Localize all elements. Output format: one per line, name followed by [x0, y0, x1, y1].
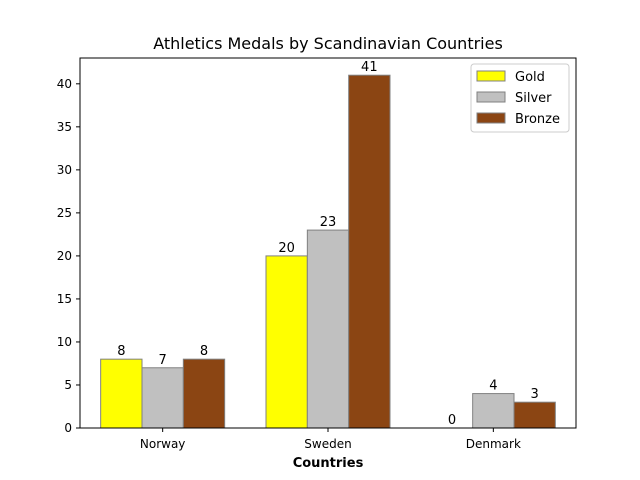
bar-gold-sweden	[265, 255, 308, 429]
data-label-gold-denmark: 0	[448, 413, 456, 428]
legend-label-bronze: Bronze	[515, 112, 560, 127]
y-tick-label: 25	[57, 206, 72, 220]
data-label-silver-denmark: 4	[489, 379, 497, 394]
y-tick-label: 35	[57, 120, 72, 134]
y-tick-label: 20	[57, 249, 72, 263]
x-tick-label: Denmark	[466, 437, 521, 451]
bar-silver-denmark	[472, 393, 515, 429]
bar-bronze-denmark	[513, 401, 556, 429]
chart-title: Athletics Medals by Scandinavian Countri…	[153, 34, 503, 53]
bars-group	[100, 74, 556, 429]
legend-swatch-silver	[476, 91, 506, 103]
legend-label-silver: Silver	[515, 91, 552, 106]
legend-label-gold: Gold	[515, 70, 545, 85]
data-label-silver-norway: 7	[159, 353, 167, 368]
data-label-gold-norway: 8	[117, 344, 125, 359]
x-tick-label: Sweden	[304, 437, 351, 451]
y-tick-label: 5	[64, 378, 72, 392]
data-label-silver-sweden: 23	[320, 215, 337, 230]
plot-frame	[79, 57, 577, 429]
data-label-bronze-denmark: 3	[531, 387, 539, 402]
data-label-gold-sweden: 20	[278, 241, 295, 256]
bar-bronze-norway	[182, 358, 226, 429]
data-labels-group: 8 20 0 7 23 4 8 41 3	[117, 60, 539, 428]
y-tick-label: 30	[57, 163, 72, 177]
legend-swatch-bronze	[476, 112, 506, 124]
bar-silver-norway	[141, 367, 184, 429]
bar-gold-norway	[100, 358, 143, 429]
legend: Gold Silver Bronze	[470, 63, 570, 133]
legend-swatch-gold	[476, 70, 506, 82]
y-tick-label: 40	[57, 77, 72, 91]
data-label-bronze-sweden: 41	[361, 60, 378, 75]
x-tick-label: Norway	[140, 437, 186, 451]
x-axis-label: Countries	[293, 456, 364, 471]
y-tick-label: 10	[57, 335, 72, 349]
y-tick-label: 0	[64, 421, 72, 435]
y-axis: 0 5 10 15 20 25 30 35 40	[57, 77, 80, 435]
x-axis: Norway Sweden Denmark	[140, 428, 521, 451]
bar-silver-sweden	[306, 229, 350, 429]
y-tick-label: 15	[57, 292, 72, 306]
data-label-bronze-norway: 8	[200, 344, 208, 359]
bar-bronze-sweden	[348, 74, 391, 429]
